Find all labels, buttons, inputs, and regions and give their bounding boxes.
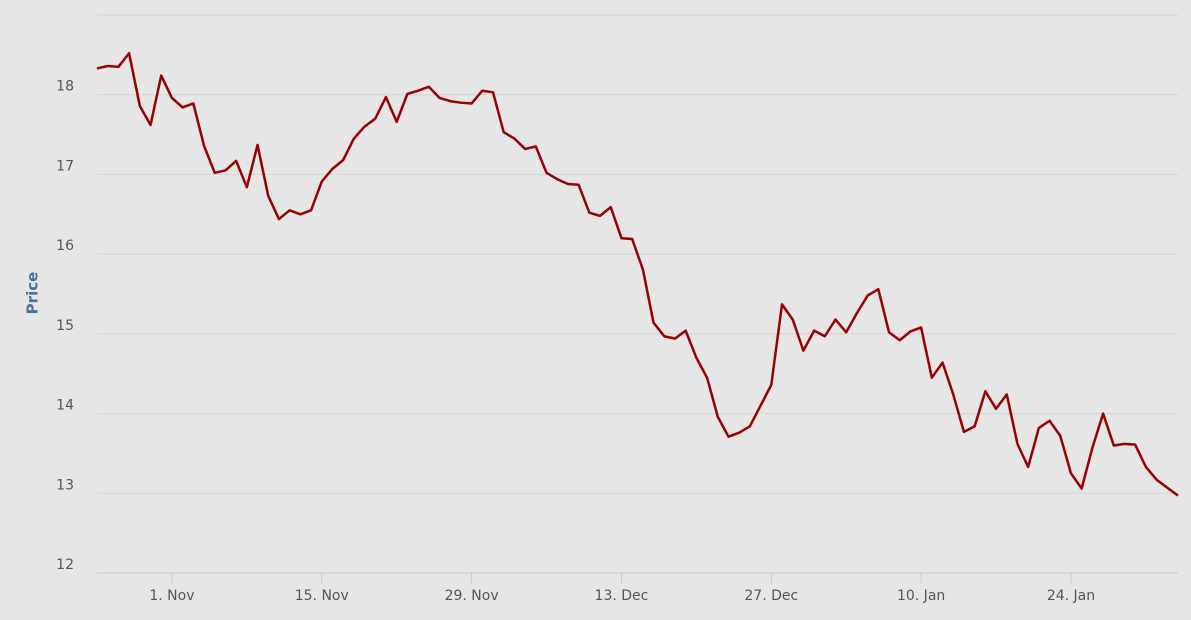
x-tick-label: 1. Nov (149, 588, 194, 604)
x-tick-label: 13. Dec (595, 588, 649, 604)
y-axis-label: Price (24, 272, 42, 315)
y-tick-label: 15 (56, 318, 74, 334)
x-tick-label: 29. Nov (445, 588, 499, 604)
x-tick-label: 15. Nov (295, 588, 349, 604)
y-tick-label: 17 (56, 158, 74, 174)
x-tick-label: 10. Jan (897, 588, 945, 604)
x-tick-label: 24. Jan (1047, 588, 1095, 604)
y-tick-label: 13 (56, 477, 74, 493)
y-tick-label: 16 (56, 238, 74, 254)
price-line (96, 52, 1179, 497)
y-tick-label: 18 (56, 79, 74, 95)
y-tick-label: 12 (56, 557, 74, 573)
y-tick-label: 14 (56, 398, 74, 414)
x-tick-label: 27. Dec (744, 588, 798, 604)
